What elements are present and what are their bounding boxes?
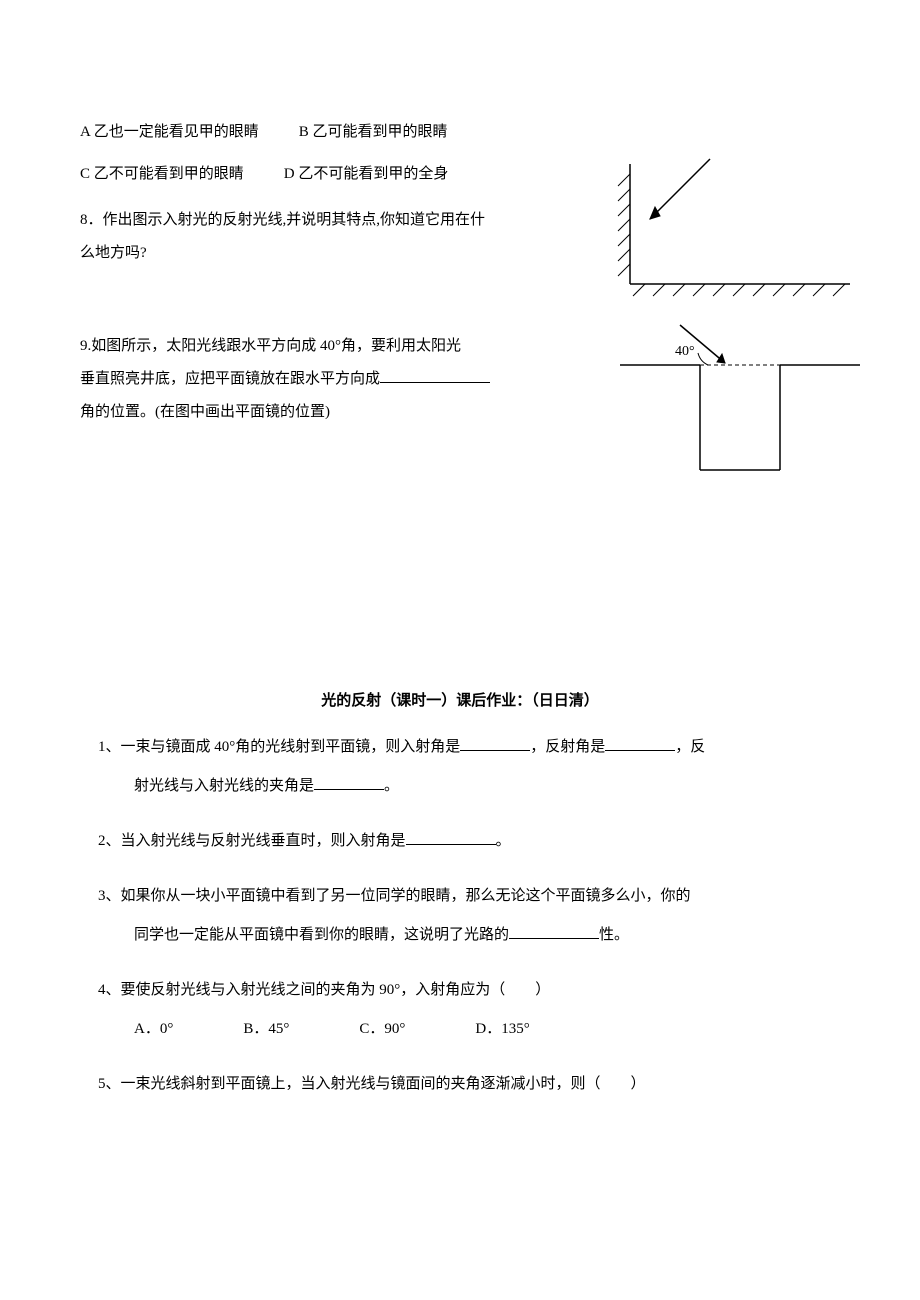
- homework-section: 光的反射（课时一）课后作业：（日日清） 1、一束与镜面成 40°角的光线射到平面…: [80, 689, 840, 1101]
- hw-q1-blank1: [460, 736, 530, 751]
- mirror-corner-diagram: [600, 154, 860, 304]
- option-a: A 乙也一定能看见甲的眼睛: [80, 120, 259, 144]
- hw-q5: 5、一束光线斜射到平面镜上，当入射光线与镜面间的夹角逐渐减小时，则（ ）: [80, 1068, 840, 1101]
- hw-q1-e: 。: [384, 778, 399, 794]
- hw-q3: 3、如果你从一块小平面镜中看到了另一位同学的眼睛，那么无论这个平面镜多么小，你的…: [80, 880, 840, 952]
- q9-blank: [380, 368, 490, 383]
- hw-q1-d: 射光线与入射光线的夹角是: [134, 778, 314, 794]
- hw-q4-opts: A．0° B．45° C．90° D．135°: [98, 1013, 840, 1046]
- hw-q1: 1、一束与镜面成 40°角的光线射到平面镜，则入射角是 ，反射角是 ，反 射光线与入…: [80, 731, 840, 803]
- hw-q2-b: 。: [496, 833, 511, 849]
- hw-q3-c: 性。: [599, 927, 629, 943]
- hw-q3-b: 同学也一定能从平面镜中看到你的眼睛，这说明了光路的: [134, 927, 509, 943]
- angle-label: 40°: [675, 344, 695, 359]
- hw-q4-opt-a: A．0°: [134, 1013, 173, 1046]
- hw-q3-blank: [509, 924, 599, 939]
- q9-p1: 9.如图所示，太阳光线跟水平方向成 40°角，要利用太阳光: [80, 338, 461, 354]
- q9-block: 9.如图所示，太阳光线跟水平方向成 40°角，要利用太阳光 垂直照亮井底，应把平…: [80, 330, 840, 429]
- hw-q2-a: 2、当入射光线与反射光线垂直时，则入射角是: [98, 833, 406, 849]
- hw-q4-opt-b: B．45°: [243, 1013, 289, 1046]
- option-d: D 乙不可能看到甲的全身: [284, 162, 449, 186]
- q8-text: 8．作出图示入射光的反射光线,并说明其特点,你知道它用在什 么地方吗?: [80, 204, 560, 270]
- hw-q1-blank2: [605, 736, 675, 751]
- homework-title: 光的反射（课时一）课后作业：（日日清）: [80, 689, 840, 713]
- q9-p3: 角的位置。(在图中画出平面镜的位置): [80, 404, 330, 420]
- option-b: B 乙可能看到甲的眼睛: [299, 120, 448, 144]
- hw-q1-a: 1、一束与镜面成 40°角的光线射到平面镜，则入射角是: [98, 739, 460, 755]
- hw-q1-blank3: [314, 775, 384, 790]
- hw-q3-a: 3、如果你从一块小平面镜中看到了另一位同学的眼睛，那么无论这个平面镜多么小，你的: [98, 888, 691, 904]
- hw-q5-a: 5、一束光线斜射到平面镜上，当入射光线与镜面间的夹角逐渐减小时，则（ ）: [98, 1076, 646, 1092]
- q8-block: 8．作出图示入射光的反射光线,并说明其特点,你知道它用在什 么地方吗?: [80, 204, 840, 270]
- q9-p2a: 垂直照亮井底，应把平面镜放在跟水平方向成: [80, 371, 380, 387]
- q9-text: 9.如图所示，太阳光线跟水平方向成 40°角，要利用太阳光 垂直照亮井底，应把平…: [80, 330, 560, 429]
- hw-q1-b: ，反射角是: [530, 739, 605, 755]
- well-diagram: 40°: [620, 320, 860, 480]
- hw-q4: 4、要使反射光线与入射光线之间的夹角为 90°，入射角应为（ ） A．0° B．…: [80, 974, 840, 1046]
- hw-q4-opt-d: D．135°: [475, 1013, 529, 1046]
- hw-q1-c: ，反: [675, 739, 705, 755]
- q7-options-row1: A 乙也一定能看见甲的眼睛 B 乙可能看到甲的眼睛: [80, 120, 840, 144]
- hw-q4-a: 4、要使反射光线与入射光线之间的夹角为 90°，入射角应为（ ）: [98, 982, 550, 998]
- hw-q2: 2、当入射光线与反射光线垂直时，则入射角是 。: [80, 825, 840, 858]
- hw-q4-opt-c: C．90°: [359, 1013, 405, 1046]
- hw-q3-cont: 同学也一定能从平面镜中看到你的眼睛，这说明了光路的 性。: [98, 919, 840, 952]
- hw-q2-blank: [406, 830, 496, 845]
- option-c: C 乙不可能看到甲的眼睛: [80, 162, 244, 186]
- q8-line1: 8．作出图示入射光的反射光线,并说明其特点,你知道它用在什: [80, 212, 485, 228]
- q8-line2: 么地方吗?: [80, 245, 147, 261]
- hw-q1-cont: 射光线与入射光线的夹角是 。: [98, 770, 840, 803]
